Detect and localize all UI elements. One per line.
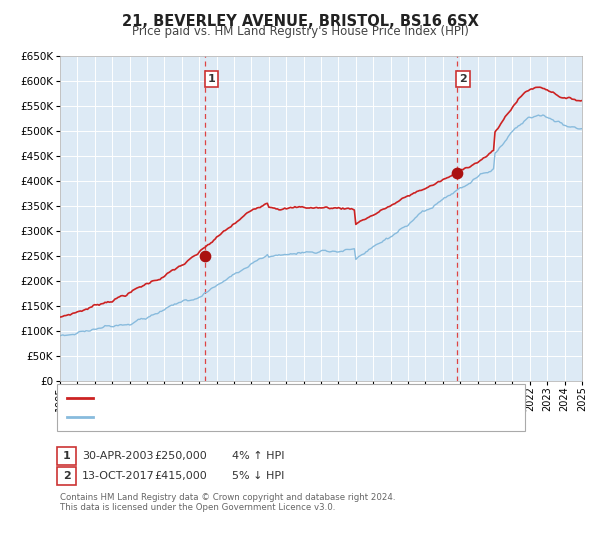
Text: 2: 2 [63, 471, 70, 481]
Text: £415,000: £415,000 [154, 471, 207, 481]
Text: 1: 1 [208, 74, 215, 84]
Text: 13-OCT-2017: 13-OCT-2017 [82, 471, 155, 481]
Text: 5% ↓ HPI: 5% ↓ HPI [232, 471, 284, 481]
Text: 4% ↑ HPI: 4% ↑ HPI [232, 451, 285, 461]
Text: 30-APR-2003: 30-APR-2003 [82, 451, 154, 461]
Point [200, 251, 210, 260]
Text: HPI: Average price, detached house, South Gloucestershire: HPI: Average price, detached house, Sout… [98, 412, 421, 422]
Text: £250,000: £250,000 [154, 451, 207, 461]
Text: 21, BEVERLEY AVENUE, BRISTOL, BS16 6SX (detached house): 21, BEVERLEY AVENUE, BRISTOL, BS16 6SX (… [98, 393, 435, 403]
Text: 1: 1 [63, 451, 70, 461]
Text: 21, BEVERLEY AVENUE, BRISTOL, BS16 6SX: 21, BEVERLEY AVENUE, BRISTOL, BS16 6SX [122, 14, 478, 29]
Text: Contains HM Land Registry data © Crown copyright and database right 2024.: Contains HM Land Registry data © Crown c… [60, 493, 395, 502]
Point [452, 169, 461, 178]
Text: Price paid vs. HM Land Registry's House Price Index (HPI): Price paid vs. HM Land Registry's House … [131, 25, 469, 38]
Text: 2: 2 [459, 74, 467, 84]
Text: This data is licensed under the Open Government Licence v3.0.: This data is licensed under the Open Gov… [60, 503, 335, 512]
